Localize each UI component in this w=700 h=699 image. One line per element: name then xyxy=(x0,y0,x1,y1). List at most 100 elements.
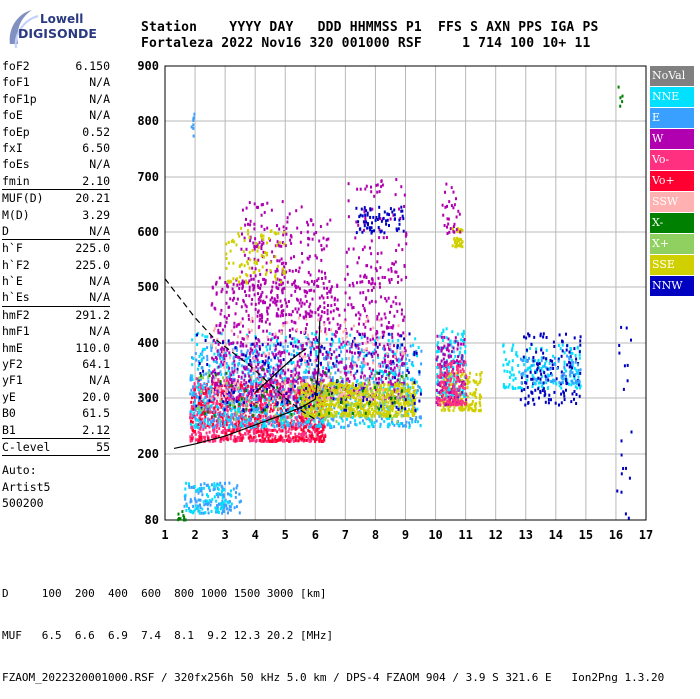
echo-point xyxy=(262,436,264,439)
echo-point xyxy=(318,413,320,416)
echo-point xyxy=(206,405,208,408)
echo-point xyxy=(363,349,365,352)
echo-point xyxy=(230,423,232,426)
echo-point xyxy=(307,394,309,397)
echo-point xyxy=(245,345,247,348)
echo-point xyxy=(183,516,185,519)
echo-point xyxy=(334,371,336,374)
echo-point xyxy=(305,336,307,339)
echo-point xyxy=(199,396,201,399)
echo-point xyxy=(259,319,261,322)
echo-point xyxy=(382,361,384,364)
echo-point xyxy=(216,293,218,296)
echo-point xyxy=(217,492,219,495)
echo-point xyxy=(202,376,204,379)
echo-point xyxy=(240,341,242,344)
echo-point xyxy=(303,419,305,422)
echo-point xyxy=(305,406,307,409)
echo-point xyxy=(356,423,358,426)
echo-point xyxy=(368,402,370,405)
echo-point xyxy=(226,507,228,510)
echo-point xyxy=(287,369,289,372)
echo-point xyxy=(277,365,279,368)
echo-point xyxy=(190,500,192,503)
echo-point xyxy=(402,331,404,334)
echo-point xyxy=(332,415,334,418)
echo-point xyxy=(314,385,316,388)
echo-point xyxy=(265,321,267,324)
echo-point xyxy=(319,318,321,321)
echo-point xyxy=(191,405,193,408)
echo-point xyxy=(413,353,415,356)
echo-point xyxy=(264,373,266,376)
echo-point xyxy=(230,373,232,376)
echo-point xyxy=(371,289,373,292)
echo-point xyxy=(207,508,209,511)
echo-point xyxy=(321,440,323,443)
echo-point xyxy=(195,405,197,408)
echo-point xyxy=(215,500,217,503)
echo-point xyxy=(191,392,193,395)
echo-point xyxy=(298,411,300,414)
echo-point xyxy=(283,415,285,418)
echo-point xyxy=(376,396,378,399)
echo-point xyxy=(389,405,391,408)
echo-point xyxy=(310,343,312,346)
echo-point xyxy=(253,369,255,372)
echo-point xyxy=(420,362,422,365)
echo-point xyxy=(296,416,298,419)
echo-point xyxy=(284,372,286,375)
echo-point xyxy=(314,341,316,344)
echo-point xyxy=(327,376,329,379)
echo-point xyxy=(305,383,307,386)
echo-point xyxy=(258,434,260,437)
echo-point xyxy=(359,422,361,425)
echo-point xyxy=(310,406,312,409)
echo-point xyxy=(281,351,283,354)
echo-point xyxy=(390,380,392,383)
echo-point xyxy=(227,413,229,416)
echo-point xyxy=(222,497,224,500)
echo-point xyxy=(338,403,340,406)
echo-point xyxy=(330,328,332,331)
echo-point xyxy=(338,422,340,425)
echo-point xyxy=(387,415,389,418)
echo-point xyxy=(248,318,250,321)
echo-point xyxy=(204,436,206,439)
echo-point xyxy=(374,386,376,389)
echo-point xyxy=(364,377,366,380)
echo-point xyxy=(387,343,389,346)
echo-point xyxy=(200,483,202,486)
echo-point xyxy=(286,424,288,427)
echo-point xyxy=(300,437,302,440)
echo-point xyxy=(285,392,287,395)
echo-point xyxy=(378,377,380,380)
echo-point xyxy=(234,506,236,509)
echo-point xyxy=(405,349,407,352)
echo-point xyxy=(222,510,224,513)
echo-point xyxy=(233,379,235,382)
echo-point xyxy=(314,333,316,336)
echo-point xyxy=(241,364,243,367)
echo-point xyxy=(195,352,197,355)
echo-point xyxy=(298,439,300,442)
echo-point xyxy=(270,366,272,369)
echo-point xyxy=(279,374,281,377)
echo-point xyxy=(296,372,298,375)
echo-point xyxy=(326,357,328,360)
echo-point xyxy=(272,424,274,427)
echo-point xyxy=(213,379,215,382)
echo-point xyxy=(283,439,285,442)
echo-point xyxy=(199,487,201,490)
echo-point xyxy=(399,395,401,398)
echo-point xyxy=(350,404,352,407)
echo-point xyxy=(356,281,358,284)
echo-point xyxy=(375,370,377,373)
echo-point xyxy=(368,393,370,396)
echo-point xyxy=(242,434,244,437)
echo-point xyxy=(253,278,255,281)
echo-point xyxy=(311,385,313,388)
echo-point xyxy=(251,267,253,270)
echo-point xyxy=(213,485,215,488)
echo-point xyxy=(231,400,233,403)
